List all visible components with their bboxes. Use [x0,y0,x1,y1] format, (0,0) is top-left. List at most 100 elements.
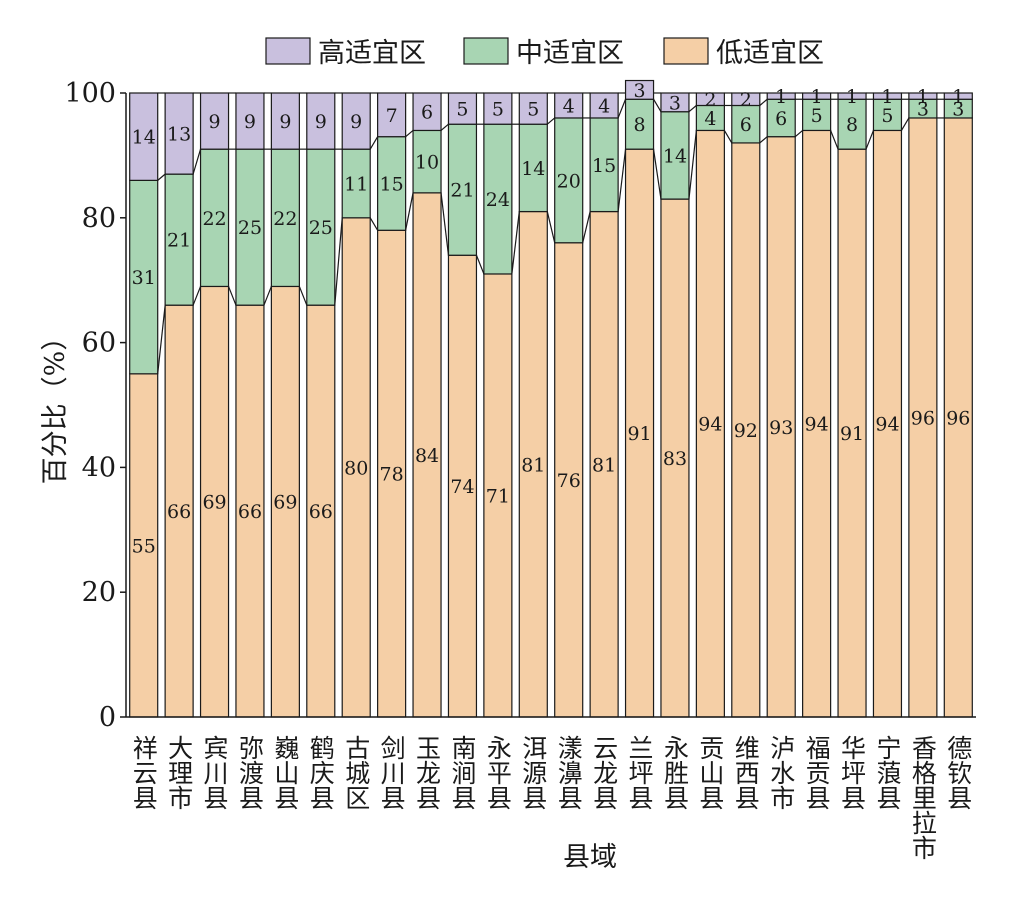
data-label: 1 [775,86,787,108]
y-tick-label: 80 [82,203,116,234]
data-label: 83 [663,448,687,470]
data-label: 66 [238,501,262,523]
category-label: 云龙县 [590,735,619,810]
bar-segment [624,79,655,100]
connector-line [440,192,450,256]
bars-area [129,79,973,718]
data-label: 78 [380,464,404,486]
y-tick-label: 100 [64,78,116,109]
category-label: 宁蒗县 [873,735,902,810]
bar-segment [908,92,938,100]
bar-segment [837,98,867,150]
bar-segment [943,92,973,100]
data-label: 13 [167,124,191,146]
bar-segment [872,129,903,718]
data-label: 80 [344,457,368,479]
category-label: 南涧县 [448,735,477,810]
bar-segment [306,304,336,718]
data-label: 9 [279,111,291,133]
connector-line [405,129,414,138]
y-tick-label: 0 [99,702,116,733]
y-tick-label: 60 [82,328,116,359]
bar-segment [837,92,867,100]
connector-lines [157,92,945,374]
connector-line [369,136,379,150]
category-label: 香格里拉市 [908,735,937,860]
data-label: 11 [344,173,368,195]
data-label: 5 [456,99,468,121]
category-label: 巍山县 [271,735,300,810]
legend: 高适宜区 中适宜区 低适宜区 [265,37,824,69]
connector-line [759,136,768,144]
data-label: 94 [875,414,899,436]
data-label: 92 [734,420,758,442]
category-label: 永胜县 [660,735,689,810]
data-label: 3 [633,80,645,102]
connector-line [227,286,237,306]
axes: 祥云县 大理市 宾川县 弥渡县 巍山县 鹤庆县 古城区 剑川县 玉龙县 南涧县 永平县 洱源县 漾濞县云… [64,78,976,860]
category-label: 玉龙县 [413,735,442,810]
data-label: 9 [350,111,362,133]
data-label: 91 [840,423,864,445]
legend-swatch [663,37,709,65]
data-label: 10 [415,152,439,174]
data-label: 5 [881,105,893,127]
data-label: 8 [846,114,858,136]
category-label: 宾川县 [200,735,229,810]
data-label: 1 [952,86,964,108]
data-label: 1 [881,86,893,108]
connector-line [192,148,202,175]
connector-line [334,217,343,306]
connector-line [759,98,768,106]
data-label: 4 [598,95,610,117]
connector-line [582,211,591,243]
data-label: 7 [386,105,398,127]
connector-line [794,129,804,138]
category-label: 福贡县 [802,735,831,810]
bar-segment [235,92,265,150]
legend-label: 高适宜区 [318,38,426,69]
bar-segment [199,148,230,288]
data-label: 94 [698,414,722,436]
data-label: 81 [592,454,616,476]
bar-segment [270,92,300,150]
bar-segment [447,254,478,718]
category-label: 祥云县 [129,735,158,810]
connector-line [298,286,308,306]
connector-line [192,286,202,306]
data-label: 66 [167,501,191,523]
x-axis-label: 县域 [563,842,617,873]
y-tick-label: 20 [82,577,116,608]
category-label: 永平县 [483,735,512,810]
connector-line [405,192,414,231]
bar-segment [483,123,513,275]
bar-segment [199,92,230,150]
legend-swatch [463,37,509,65]
data-label: 5 [527,99,539,121]
data-label: 71 [486,485,510,507]
connector-line [688,105,697,113]
connector-line [617,149,627,212]
bar-segment [802,98,832,132]
bar-segment [731,92,761,107]
connector-line [157,173,166,181]
bar-segment [377,92,407,138]
data-label: 22 [202,208,226,230]
data-label: 8 [633,114,645,136]
category-label: 鹤庆县 [306,735,335,810]
connector-line [263,286,272,306]
bar-segment [554,117,584,244]
bar-segment [447,123,478,256]
data-label: 96 [911,407,935,429]
connector-line [546,117,556,125]
bar-segment [802,129,832,718]
data-label: 15 [380,173,404,195]
data-label: 21 [167,230,191,252]
bar-segment [766,98,796,138]
category-label: 弥渡县 [235,735,264,810]
bar-segment [943,117,973,718]
data-label: 2 [704,89,716,111]
data-label: 94 [805,414,829,436]
data-label: 24 [486,189,510,211]
connector-line [475,255,485,275]
